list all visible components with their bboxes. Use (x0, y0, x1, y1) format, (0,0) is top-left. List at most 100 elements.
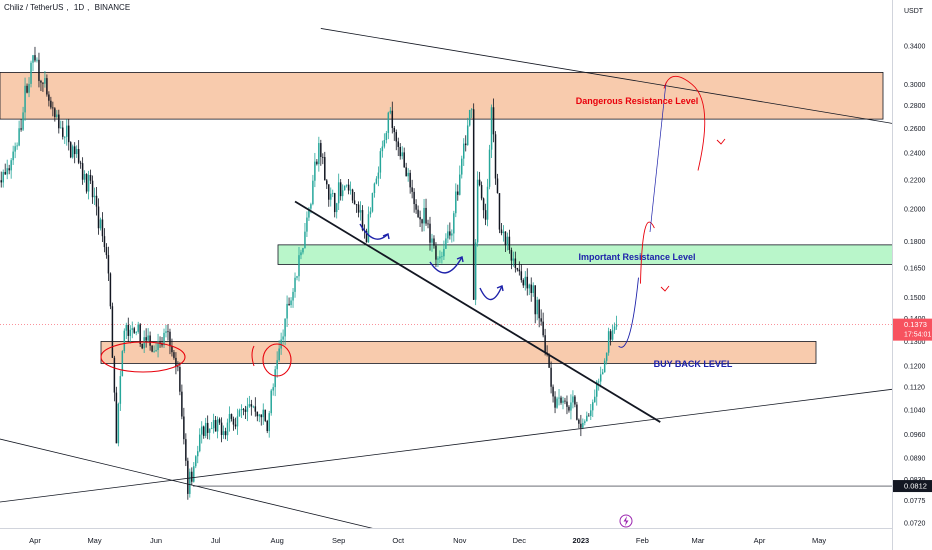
candle-body (562, 400, 564, 403)
candle-body (554, 396, 556, 408)
candle-body (498, 193, 501, 230)
red-arrow-head (660, 285, 670, 292)
time-tick-label: 2023 (573, 536, 590, 545)
candle-body (200, 426, 203, 435)
candle-body (125, 324, 128, 331)
symbol-label[interactable]: Chiliz / TetherUS (4, 3, 64, 12)
descending-trendline (294, 200, 661, 423)
candle-body (516, 268, 519, 270)
candle-body (361, 210, 364, 231)
candle-body (401, 152, 403, 157)
candle-body (67, 125, 70, 143)
candle-body (615, 324, 618, 327)
candle-body (12, 151, 14, 161)
candle-body (502, 231, 505, 234)
candle-body (397, 141, 399, 147)
candle-body (331, 193, 334, 194)
candle-body (83, 174, 86, 180)
candle-body (155, 350, 157, 352)
candle-body (135, 331, 137, 333)
candle-body (198, 434, 201, 452)
candle-body (413, 191, 415, 205)
candle-body (480, 185, 483, 199)
candle-body (77, 149, 80, 163)
candle-body (129, 329, 132, 336)
candle-body (576, 404, 578, 420)
time-tick-label: Nov (453, 536, 467, 545)
candle-body (399, 146, 401, 157)
candle-body (506, 236, 509, 246)
projected-pullback (640, 221, 655, 284)
candle-body (18, 128, 20, 146)
plot-area: Dangerous Resistance Level Important Resi… (0, 28, 892, 528)
candle-body (453, 213, 455, 234)
chart-header: Chiliz / TetherUS, 1D, BINANCE (4, 3, 133, 12)
candle-body (189, 471, 191, 494)
candle-body (520, 271, 523, 281)
candle-body (472, 109, 475, 300)
candle-body (252, 406, 255, 408)
candle-body (595, 381, 598, 397)
candle-body (588, 415, 590, 417)
highlight-ellipse (262, 343, 292, 377)
candle-body (258, 414, 261, 417)
candle-body (345, 184, 348, 186)
candle-body (167, 331, 169, 333)
candle-body (445, 238, 447, 249)
candle-body (320, 143, 322, 157)
candle-body (377, 172, 380, 179)
candle-body (514, 258, 517, 269)
candle-body (312, 180, 314, 205)
candle-body (351, 189, 354, 201)
candle-body (490, 107, 493, 150)
candle-body (302, 247, 304, 253)
candle-body (64, 136, 66, 138)
candle-body (161, 343, 163, 346)
highlight-ellipse (100, 341, 186, 373)
candle-body (153, 351, 155, 353)
price-tick-label: 0.0960 (904, 432, 926, 439)
candle-body (73, 146, 76, 155)
candle-body (389, 110, 392, 113)
candle-body (244, 409, 247, 412)
price-tick-label: 0.0890 (904, 455, 926, 462)
candle-body (260, 414, 263, 418)
price-tick-label: 0.1300 (904, 339, 926, 346)
candle-body (387, 112, 390, 133)
candle-body (286, 303, 288, 319)
candle-body (143, 337, 145, 349)
candle-body (599, 374, 602, 382)
candle-body (391, 110, 394, 128)
candle-body (343, 185, 346, 191)
candle-body (218, 419, 221, 423)
candle-body (379, 151, 382, 173)
candle-body (149, 335, 151, 346)
candle-body (214, 420, 217, 432)
candle-body (314, 161, 316, 181)
candle-body (423, 207, 425, 224)
price-tick-label: 0.1650 (904, 266, 926, 273)
candle-body (607, 331, 610, 353)
candle-body (613, 326, 616, 331)
candle-body (476, 179, 479, 243)
candle-body (248, 404, 251, 407)
candle-body (292, 291, 294, 301)
candle-body (510, 250, 513, 261)
current-price-label: 0.1373 (904, 320, 927, 329)
currency-label: USDT (904, 8, 924, 15)
candle-body (4, 172, 6, 175)
candle-body (318, 143, 320, 165)
candle-body (282, 336, 284, 340)
candle-body (417, 209, 419, 218)
candle-body (375, 178, 378, 184)
time-tick-label: Feb (636, 536, 649, 545)
candle-body (548, 354, 550, 368)
interval-label[interactable]: 1D (73, 3, 85, 12)
lightning-event-icon (619, 514, 633, 528)
candle-body (242, 409, 245, 410)
candle-body (274, 369, 276, 388)
candle-body (250, 404, 253, 407)
candle-body (115, 392, 118, 444)
price-tick-label: 0.3000 (904, 82, 926, 89)
